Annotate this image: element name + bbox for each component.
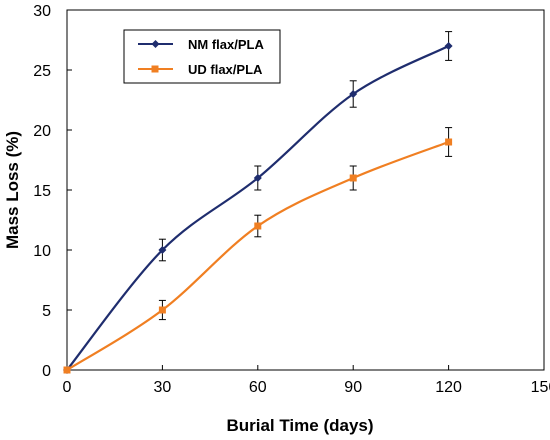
y-tick-label: 5 bbox=[42, 303, 51, 320]
data-point-square bbox=[254, 222, 262, 230]
x-axis-title: Burial Time (days) bbox=[226, 416, 373, 435]
y-tick-label: 20 bbox=[33, 123, 51, 140]
data-point-square bbox=[445, 138, 453, 146]
x-tick-label: 90 bbox=[344, 379, 362, 396]
y-tick-label: 30 bbox=[33, 3, 51, 20]
x-tick-label: 0 bbox=[63, 379, 72, 396]
x-tick-label: 120 bbox=[435, 379, 462, 396]
data-point-square bbox=[63, 366, 71, 374]
data-point-diamond bbox=[349, 90, 358, 98]
y-tick-label: 0 bbox=[42, 363, 51, 380]
y-tick-label: 15 bbox=[33, 183, 51, 200]
legend-label-nm: NM flax/PLA bbox=[188, 37, 264, 52]
x-axis-ticks: 0 30 60 90 120 150 bbox=[63, 365, 550, 396]
y-tick-label: 10 bbox=[33, 243, 51, 260]
data-point-square bbox=[349, 174, 357, 182]
legend-box bbox=[123, 29, 281, 84]
x-tick-label: 30 bbox=[154, 379, 172, 396]
legend-marker-ud bbox=[151, 65, 159, 73]
data-point-square bbox=[158, 306, 166, 314]
y-axis-ticks: 0 5 10 15 20 25 30 bbox=[33, 3, 72, 380]
data-point-diamond bbox=[158, 246, 167, 254]
data-point-diamond bbox=[253, 174, 262, 182]
y-tick-label: 25 bbox=[33, 63, 51, 80]
y-axis-title: Mass Loss (%) bbox=[3, 131, 22, 249]
legend-marker-nm bbox=[151, 40, 160, 48]
x-tick-label: 150 bbox=[531, 379, 550, 396]
x-tick-label: 60 bbox=[249, 379, 267, 396]
legend: NM flax/PLA UD flax/PLA bbox=[123, 29, 281, 84]
data-point-diamond bbox=[444, 42, 453, 50]
series-layer bbox=[63, 31, 453, 374]
legend-label-ud: UD flax/PLA bbox=[188, 62, 263, 77]
